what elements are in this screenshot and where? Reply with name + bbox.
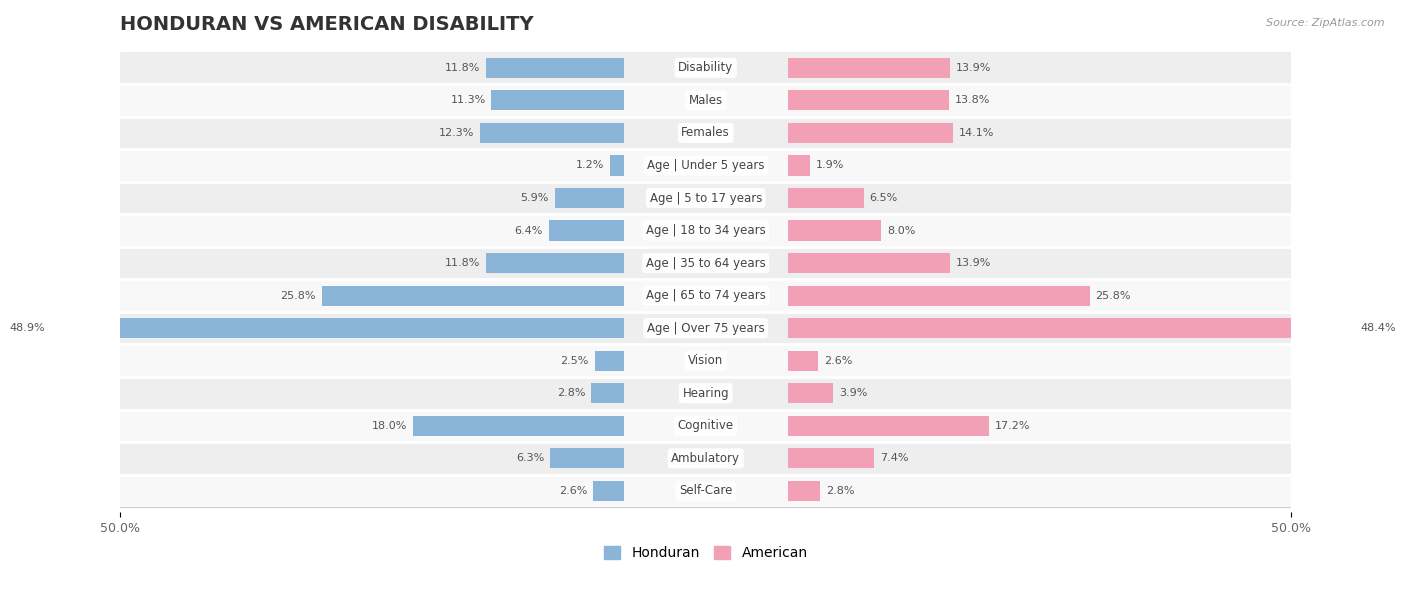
Bar <box>121 182 1291 214</box>
Text: Females: Females <box>682 127 730 140</box>
Text: 2.6%: 2.6% <box>560 486 588 496</box>
Bar <box>121 247 1291 279</box>
Bar <box>121 279 1291 312</box>
Text: Cognitive: Cognitive <box>678 419 734 432</box>
Text: 48.4%: 48.4% <box>1360 323 1396 333</box>
Text: 8.0%: 8.0% <box>887 226 915 236</box>
Bar <box>121 51 1291 84</box>
Bar <box>595 351 624 371</box>
Text: 13.8%: 13.8% <box>955 95 990 105</box>
Text: Age | Over 75 years: Age | Over 75 years <box>647 322 765 335</box>
Text: 17.2%: 17.2% <box>995 421 1031 431</box>
Bar <box>787 318 1354 338</box>
Bar <box>550 449 624 468</box>
Text: Hearing: Hearing <box>682 387 730 400</box>
Text: HONDURAN VS AMERICAN DISABILITY: HONDURAN VS AMERICAN DISABILITY <box>121 15 534 34</box>
Bar <box>51 318 624 338</box>
Text: 6.5%: 6.5% <box>870 193 898 203</box>
Bar <box>485 58 624 78</box>
Text: Vision: Vision <box>688 354 723 367</box>
Text: 11.8%: 11.8% <box>444 63 479 73</box>
Text: 25.8%: 25.8% <box>1095 291 1130 300</box>
Bar <box>121 214 1291 247</box>
Bar <box>121 345 1291 377</box>
Text: Age | 5 to 17 years: Age | 5 to 17 years <box>650 192 762 204</box>
Bar <box>555 188 624 208</box>
Text: 13.9%: 13.9% <box>956 258 991 268</box>
Text: Age | 35 to 64 years: Age | 35 to 64 years <box>645 256 766 270</box>
Bar <box>787 286 1090 306</box>
Bar <box>787 155 810 176</box>
Text: 6.4%: 6.4% <box>515 226 543 236</box>
Text: 7.4%: 7.4% <box>880 453 908 463</box>
Bar <box>492 91 624 110</box>
Text: 48.9%: 48.9% <box>10 323 45 333</box>
Text: Ambulatory: Ambulatory <box>671 452 740 465</box>
Text: Self-Care: Self-Care <box>679 485 733 498</box>
Bar <box>121 377 1291 409</box>
Text: 3.9%: 3.9% <box>839 388 868 398</box>
Bar <box>787 91 949 110</box>
Bar <box>787 449 875 468</box>
Bar <box>322 286 624 306</box>
Bar <box>121 475 1291 507</box>
Bar <box>121 84 1291 117</box>
Text: 14.1%: 14.1% <box>959 128 994 138</box>
Legend: Honduran, American: Honduran, American <box>598 540 813 565</box>
Bar <box>787 383 834 403</box>
Bar <box>121 442 1291 475</box>
Text: 12.3%: 12.3% <box>439 128 474 138</box>
Bar <box>610 155 624 176</box>
Bar <box>787 416 988 436</box>
Text: 2.8%: 2.8% <box>557 388 585 398</box>
Text: Age | 65 to 74 years: Age | 65 to 74 years <box>645 289 766 302</box>
Bar <box>121 149 1291 182</box>
Text: 2.8%: 2.8% <box>827 486 855 496</box>
Text: 6.3%: 6.3% <box>516 453 544 463</box>
Text: 11.8%: 11.8% <box>444 258 479 268</box>
Bar <box>787 253 950 273</box>
Bar <box>485 253 624 273</box>
Bar <box>413 416 624 436</box>
Bar <box>787 58 950 78</box>
Bar <box>121 409 1291 442</box>
Text: Age | 18 to 34 years: Age | 18 to 34 years <box>645 224 766 237</box>
Bar <box>787 188 863 208</box>
Bar <box>121 312 1291 345</box>
Text: 1.9%: 1.9% <box>815 160 844 171</box>
Text: Source: ZipAtlas.com: Source: ZipAtlas.com <box>1267 18 1385 28</box>
Text: Age | Under 5 years: Age | Under 5 years <box>647 159 765 172</box>
Bar <box>787 481 821 501</box>
Bar <box>479 123 624 143</box>
Text: Males: Males <box>689 94 723 107</box>
Text: 13.9%: 13.9% <box>956 63 991 73</box>
Bar <box>548 220 624 241</box>
Text: 25.8%: 25.8% <box>280 291 316 300</box>
Text: 2.6%: 2.6% <box>824 356 852 366</box>
Text: 18.0%: 18.0% <box>371 421 408 431</box>
Text: 5.9%: 5.9% <box>520 193 548 203</box>
Bar <box>787 220 882 241</box>
Bar <box>593 481 624 501</box>
Bar <box>121 117 1291 149</box>
Bar <box>787 123 953 143</box>
Text: 11.3%: 11.3% <box>450 95 485 105</box>
Text: 2.5%: 2.5% <box>560 356 589 366</box>
Bar <box>787 351 818 371</box>
Text: Disability: Disability <box>678 61 734 74</box>
Bar <box>591 383 624 403</box>
Text: 1.2%: 1.2% <box>575 160 603 171</box>
